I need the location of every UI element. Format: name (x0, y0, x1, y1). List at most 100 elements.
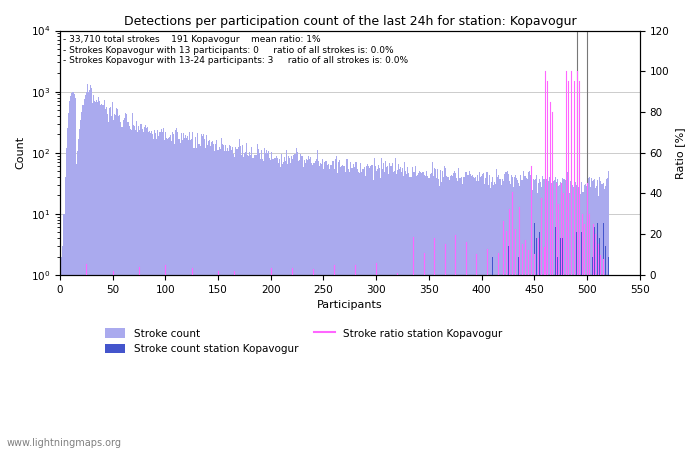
Bar (366, 166, 368, 450)
Bar (342, 165, 343, 450)
Bar (73, 92, 74, 450)
Bar (365, 176, 366, 450)
Bar (278, 163, 279, 450)
Bar (575, 181, 576, 450)
Bar (564, 180, 566, 450)
Bar (553, 181, 554, 450)
Bar (524, 176, 526, 450)
Bar (592, 181, 593, 450)
Bar (206, 135, 207, 450)
Bar (550, 256, 551, 450)
Y-axis label: Count: Count (15, 136, 25, 169)
Bar (470, 176, 472, 450)
Bar (274, 158, 276, 450)
Bar (212, 141, 214, 450)
Bar (330, 165, 331, 450)
Bar (597, 223, 598, 450)
Bar (495, 184, 496, 450)
Bar (601, 184, 603, 450)
Bar (597, 180, 598, 450)
Bar (512, 177, 513, 450)
Bar (599, 238, 601, 450)
Bar (276, 158, 278, 450)
Bar (355, 162, 356, 450)
Bar (88, 92, 89, 450)
Bar (391, 163, 393, 450)
Bar (372, 180, 374, 450)
Bar (207, 145, 208, 450)
Bar (405, 171, 406, 450)
Bar (552, 186, 553, 450)
Bar (532, 190, 533, 450)
Bar (497, 176, 498, 450)
Bar (133, 126, 134, 450)
Bar (574, 184, 575, 450)
Bar (551, 183, 552, 450)
Bar (195, 137, 197, 450)
Bar (241, 145, 243, 450)
Bar (552, 238, 553, 450)
Bar (141, 129, 143, 450)
Bar (383, 163, 384, 450)
Bar (363, 169, 364, 450)
Bar (211, 142, 212, 450)
Bar (70, 96, 71, 450)
Bar (135, 130, 136, 450)
Bar (481, 176, 482, 450)
Bar (234, 157, 235, 450)
Bar (222, 144, 223, 450)
Bar (507, 171, 508, 450)
Bar (530, 175, 531, 450)
Bar (248, 156, 249, 450)
Bar (457, 181, 458, 450)
Bar (378, 165, 379, 450)
Bar (91, 88, 92, 450)
Bar (419, 171, 420, 450)
Bar (526, 179, 528, 450)
Bar (570, 181, 571, 450)
Bar (557, 256, 558, 450)
Bar (225, 145, 226, 450)
Bar (237, 147, 239, 450)
Bar (331, 166, 332, 450)
Bar (153, 139, 154, 450)
Bar (578, 275, 580, 450)
Bar (568, 184, 569, 450)
Bar (339, 161, 340, 450)
Bar (421, 173, 422, 450)
Bar (303, 167, 304, 450)
Bar (137, 132, 139, 450)
Bar (588, 178, 589, 450)
Bar (463, 177, 464, 450)
Bar (288, 156, 289, 450)
Bar (356, 162, 357, 450)
Bar (382, 169, 383, 450)
Bar (233, 154, 235, 450)
Bar (224, 151, 225, 450)
Bar (451, 176, 452, 450)
Bar (77, 151, 78, 450)
Bar (486, 172, 487, 450)
Bar (145, 126, 146, 450)
Bar (254, 155, 256, 450)
Bar (439, 186, 440, 450)
Bar (516, 178, 517, 450)
Bar (562, 238, 564, 450)
Bar (473, 176, 474, 450)
Bar (228, 151, 229, 450)
Bar (607, 178, 608, 450)
Bar (286, 150, 287, 450)
Bar (131, 130, 132, 450)
Bar (290, 163, 291, 450)
Bar (578, 187, 580, 450)
Bar (573, 187, 574, 450)
Bar (508, 246, 509, 450)
Bar (120, 122, 122, 450)
Bar (80, 120, 81, 450)
Bar (514, 177, 515, 450)
Bar (190, 140, 191, 450)
Bar (151, 131, 152, 450)
Bar (328, 164, 329, 450)
Bar (535, 180, 536, 450)
Bar (146, 127, 147, 450)
